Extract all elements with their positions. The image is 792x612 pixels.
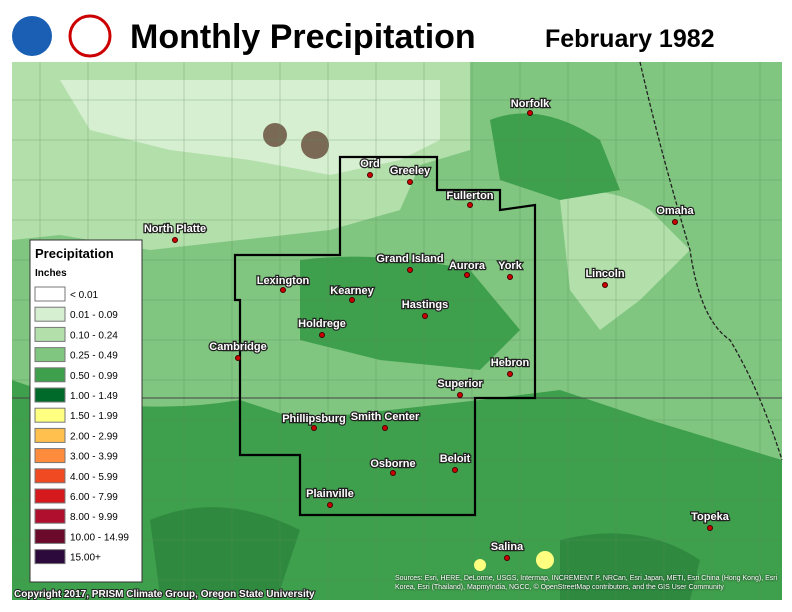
legend-swatch	[34, 508, 66, 524]
legend-label: 10.00 - 14.99	[70, 532, 129, 543]
city-label: Grand Island	[376, 253, 443, 265]
sources-wrap: Sources: Esri, HERE, DeLorme, USGS, Inte…	[395, 575, 778, 591]
legend-swatch	[34, 488, 66, 504]
legend-label: 4.00 - 5.99	[70, 472, 118, 483]
title: Monthly Precipitation	[130, 18, 476, 56]
city-dot	[382, 425, 388, 431]
city-label: North Platte	[144, 223, 206, 235]
city-dot	[349, 297, 355, 303]
city-dot	[467, 202, 473, 208]
city-label: Ord	[360, 158, 380, 170]
basemap	[12, 61, 783, 600]
city-dot	[172, 237, 178, 243]
noaa-logo	[12, 16, 52, 56]
city-dot	[527, 110, 533, 116]
legend-label: 8.00 - 9.99	[70, 512, 118, 523]
city-dot	[507, 274, 513, 280]
city-label: Superior	[437, 378, 483, 390]
city-label: Hastings	[402, 299, 448, 311]
city-dot	[319, 332, 325, 338]
city-label: Lexington	[257, 275, 310, 287]
city-label: Aurora	[449, 260, 486, 272]
legend: Precipitation Inches < 0.01 0.01 - 0.09 0.…	[29, 239, 143, 583]
city-label: Phillipsburg	[282, 413, 346, 425]
city-dot	[452, 467, 458, 473]
city-label: Cambridge	[209, 341, 266, 353]
city-dot	[390, 470, 396, 476]
legend-unit: Inches	[35, 268, 67, 279]
legend-swatch	[34, 427, 66, 443]
nws-logo	[68, 14, 112, 58]
city-label: Greeley	[390, 165, 431, 177]
legend-label: 0.25 - 0.49	[70, 351, 118, 362]
legend-label: 0.10 - 0.24	[70, 330, 118, 341]
city-label: Osborne	[370, 458, 415, 470]
cities: Norfolk Ord Greeley Fullerton North Platte Om…	[143, 97, 731, 561]
city-label: Salina	[491, 541, 524, 553]
city-dot	[311, 425, 317, 431]
legend-swatch	[34, 367, 66, 383]
city-dot	[422, 313, 428, 319]
legend-label: < 0.01	[70, 290, 99, 301]
legend-label: 0.01 - 0.09	[70, 310, 118, 321]
legend-label: 2.00 - 2.99	[70, 431, 118, 442]
sources: Sources: Esri, HERE, DeLorme, USGS, Inte…	[395, 575, 778, 591]
date: February 1982	[545, 25, 715, 53]
city-dot	[280, 287, 286, 293]
legend-swatch	[34, 528, 66, 544]
legend-label: 6.00 - 7.99	[70, 492, 118, 503]
city-dot	[407, 179, 413, 185]
city-dot	[327, 502, 333, 508]
city-dot	[235, 355, 241, 361]
city-dot	[407, 267, 413, 273]
city-dot	[464, 272, 470, 278]
city-dot	[602, 282, 608, 288]
city-dot	[707, 525, 713, 531]
legend-swatch	[34, 448, 66, 464]
city-dot	[367, 172, 373, 178]
city-label: Fullerton	[446, 190, 493, 202]
header: Monthly Precipitation February 1982	[12, 14, 715, 58]
city-label: Norfolk	[511, 98, 550, 110]
legend-label: 0.50 - 0.99	[70, 371, 118, 382]
city-label: Hebron	[491, 357, 530, 369]
legend-swatch	[34, 286, 66, 302]
city-dot	[504, 555, 510, 561]
legend-swatch	[34, 549, 66, 565]
city-label: York	[498, 260, 523, 272]
legend-swatch	[34, 468, 66, 484]
city-label: Plainville	[306, 488, 354, 500]
legend-swatch	[34, 306, 66, 322]
legend-swatch	[34, 387, 66, 403]
copyright: Copyright 2017, PRISM Climate Group, Ore…	[14, 589, 315, 600]
legend-label: 1.50 - 1.99	[70, 411, 118, 422]
legend-swatch	[34, 347, 66, 363]
legend-swatch	[34, 407, 66, 423]
legend-swatch	[34, 326, 66, 342]
legend-label: 3.00 - 3.99	[70, 452, 118, 463]
legend-title: Precipitation	[35, 246, 114, 261]
city-dot	[457, 392, 463, 398]
city-label: Holdrege	[298, 318, 346, 330]
city-label: Kearney	[330, 285, 374, 297]
city-label: Topeka	[691, 511, 730, 523]
city-label: Lincoln	[585, 268, 624, 280]
city-label: Smith Center	[351, 411, 420, 423]
city-label: Omaha	[656, 205, 694, 217]
city-label: Beloit	[440, 453, 471, 465]
legend-label: 1.00 - 1.49	[70, 391, 118, 402]
city-dot	[507, 371, 513, 377]
city-dot	[672, 219, 678, 225]
legend-label: 15.00+	[70, 553, 101, 564]
